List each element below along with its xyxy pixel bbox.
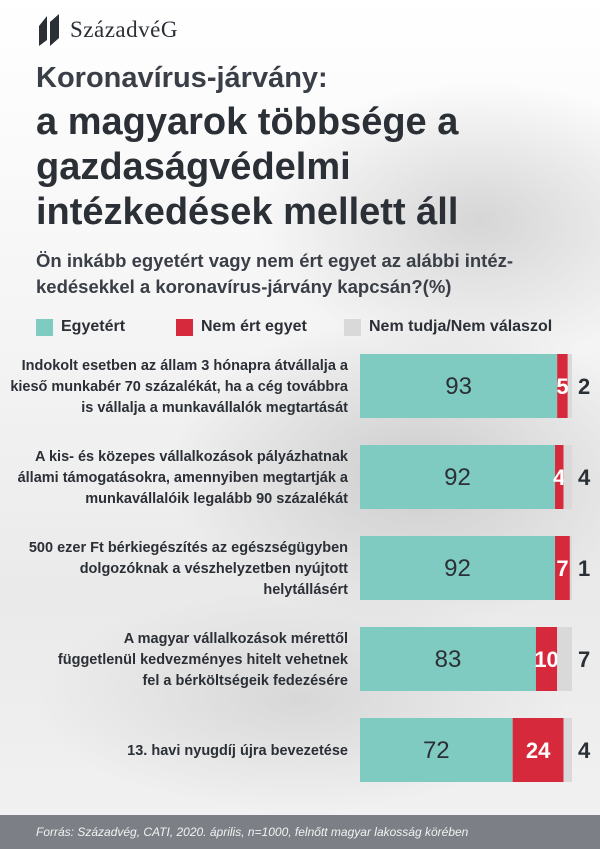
bar-disagree (535, 627, 558, 691)
bar-disagree (555, 536, 570, 600)
source-footer: Forrás: Századvég, CATI, 2020. április, … (0, 815, 600, 849)
legend-swatch-disagree (176, 318, 193, 336)
title-line-2: a magyarok többsége a gazdaságvédelmi in… (36, 101, 459, 233)
brand-name: SzázadvéG (70, 17, 178, 42)
category-label: Indokolt esetben az állam 3 hónapra átvá… (22, 358, 349, 374)
category-label: dolgozóknak a vészhelyzetben nyújtott (80, 561, 348, 577)
bar-agree (360, 627, 536, 691)
bar-agree (360, 445, 556, 509)
data-label-agree: 92 (444, 555, 471, 582)
bar-disagree (555, 445, 564, 509)
legend-label-agree: Egyetért (61, 318, 126, 335)
data-label-dontknow: 4 (578, 738, 591, 763)
legend-item-dontknow: Nem tudja/Nem válaszol (344, 316, 552, 338)
category-label: is vállalja a munkavállalók megtartását (81, 400, 348, 416)
data-label-agree: 92 (444, 464, 471, 491)
bar-agree (360, 354, 558, 418)
bar-disagree (557, 354, 568, 418)
data-label-dontknow: 1 (578, 556, 590, 581)
bar-dontknow (557, 627, 572, 691)
legend-label-disagree: Nem ért egyet (201, 318, 307, 335)
category-label: állami támogatásokra, amennyiben megtart… (18, 470, 349, 486)
survey-question: Ön inkább egyetért vagy nem ért egyet az… (36, 250, 514, 297)
category-label: A kis- és közepes vállalkozások pályázha… (35, 449, 349, 465)
bar-disagree (512, 718, 564, 782)
legend-label-dontknow: Nem tudja/Nem válaszol (369, 318, 553, 335)
data-label-agree: 72 (423, 737, 450, 764)
category-label: függetlenül kedvezményes hitelt vehetnek (58, 652, 349, 668)
category-label: munkavállalóik legalább 90 százalékát (85, 491, 348, 507)
data-label-agree: 83 (435, 646, 462, 673)
bar-dontknow (563, 718, 572, 782)
category-label: kieső munkabér 70 százalékát, ha a cég t… (10, 379, 349, 395)
bar-dontknow (569, 536, 572, 600)
legend-item-agree: Egyetért (36, 316, 125, 338)
title-line-1: Koronavírus-járvány: (36, 62, 328, 94)
source-note: Forrás: Századvég, CATI, 2020. április, … (36, 825, 469, 839)
data-label-agree: 93 (445, 373, 472, 400)
data-label-dontknow: 7 (578, 647, 590, 672)
category-label: fel a bérköltségeik fedezésére (142, 673, 348, 689)
data-label-dontknow: 2 (578, 374, 590, 399)
bar-agree (360, 536, 556, 600)
data-label-dontknow: 4 (578, 465, 591, 490)
data-label-disagree: 4 (553, 465, 566, 490)
bar-agree (360, 718, 513, 782)
bar-dontknow (567, 354, 572, 418)
category-label: A magyar vállalkozások mérettől (124, 631, 348, 647)
brand-mark-icon (39, 14, 59, 46)
data-label-disagree: 5 (556, 374, 568, 399)
data-label-disagree: 24 (526, 738, 551, 763)
legend-item-disagree: Nem ért egyet (176, 316, 307, 338)
category-label: helytállásért (263, 582, 348, 598)
brand-logo: SzázadvéG (36, 10, 178, 50)
data-label-disagree: 10 (534, 647, 558, 672)
data-label-disagree: 7 (556, 556, 568, 581)
category-label: 13. havi nyugdíj újra bevezetése (127, 743, 348, 759)
category-label: 500 ezer Ft bérkiegészítés az egészségüg… (29, 540, 348, 556)
legend-swatch-dontknow (344, 318, 361, 336)
legend-swatch-agree (36, 318, 53, 336)
bar-dontknow (563, 445, 572, 509)
